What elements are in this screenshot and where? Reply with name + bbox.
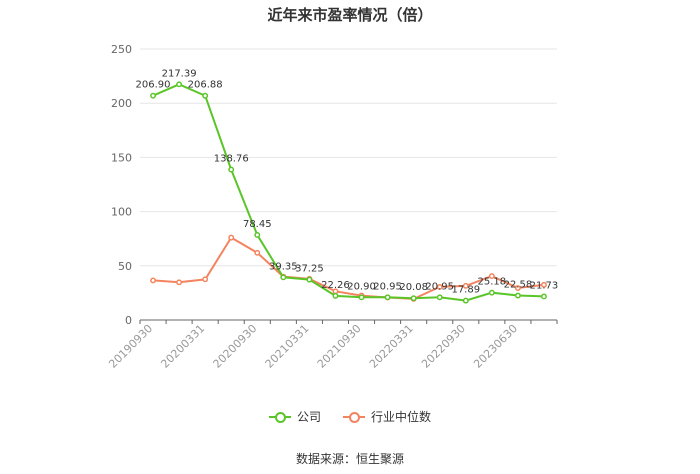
company-data-point	[228, 166, 235, 173]
company-data-label: 20.08	[399, 282, 428, 293]
company-data-label: 78.45	[243, 219, 272, 230]
chart-title: 近年来市盈率情况（倍）	[267, 6, 433, 24]
industry-median-data-point	[228, 234, 235, 241]
company-data-label: 17.89	[451, 285, 480, 296]
industry-median-data-point	[436, 283, 443, 290]
x-tick-label: 20220930	[419, 322, 468, 371]
legend: 公司 行业中位数	[0, 408, 700, 425]
industry-median-data-point	[176, 279, 183, 286]
y-tick-label: 100	[111, 206, 132, 219]
company-data-label: 22.26	[321, 280, 350, 291]
industry-median-data-point	[202, 276, 209, 283]
x-tick-label: 20200331	[158, 322, 207, 371]
industry-median-data-point	[514, 285, 521, 291]
industry-median-series-line	[152, 236, 545, 300]
company-data-label: 206.88	[188, 80, 223, 91]
company-data-label: 20.95	[373, 281, 402, 292]
x-tick-label: 20210331	[263, 322, 312, 371]
company-data-point	[436, 294, 443, 301]
industry-median-data-point	[488, 273, 495, 280]
x-tick-label: 20210930	[315, 322, 364, 371]
company-data-point	[384, 294, 391, 301]
industry-median-data-point	[254, 249, 261, 256]
company-data-point	[541, 293, 547, 300]
legend-company-symbol	[268, 411, 291, 423]
y-tick-label: 0	[125, 314, 132, 327]
company-data-point	[410, 295, 417, 302]
legend-industry-label: 行业中位数	[371, 410, 432, 424]
company-data-point	[332, 292, 339, 299]
industry-median-data-point	[462, 282, 469, 289]
x-tick-label: 20190930	[106, 322, 155, 371]
y-tick-label: 50	[118, 260, 132, 273]
legend-item-company[interactable]: 公司	[268, 408, 321, 425]
company-data-label: 21.73	[530, 280, 559, 291]
industry-median-data-point	[150, 277, 156, 284]
data-source: 数据来源：恒生聚源	[295, 452, 404, 466]
industry-median-data-point	[541, 281, 547, 288]
legend-company-label: 公司	[296, 410, 321, 424]
x-tick-label: 20220331	[367, 322, 416, 371]
company-data-point	[306, 276, 313, 283]
company-data-label: 20.90	[347, 281, 376, 292]
company-series-line	[152, 83, 545, 302]
company-data-label: 39.35	[269, 261, 298, 272]
y-tick-label: 150	[111, 151, 132, 164]
company-data-point	[488, 289, 495, 296]
legend-industry-symbol	[343, 411, 365, 423]
company-data-label: 138.76	[214, 154, 249, 165]
company-data-label: 217.39	[162, 68, 197, 79]
company-data-point	[254, 232, 261, 238]
company-data-point	[514, 292, 521, 299]
company-data-point	[202, 92, 209, 99]
company-data-label: 22.58	[504, 280, 533, 291]
y-tick-label: 250	[111, 43, 132, 56]
company-data-label: 37.25	[295, 264, 324, 275]
x-tick-label: 20200930	[211, 322, 260, 371]
company-data-point	[176, 81, 183, 88]
company-data-label: 206.90	[136, 80, 171, 91]
company-data-point	[358, 294, 365, 301]
legend-item-industry-median[interactable]: 行业中位数	[343, 408, 431, 425]
company-data-point	[280, 274, 287, 281]
y-tick-label: 200	[111, 97, 132, 110]
company-data-point	[462, 297, 469, 304]
company-data-label: 25.18	[478, 277, 507, 288]
x-tick-label: 20230630	[471, 322, 520, 371]
company-data-label: 20.95	[425, 281, 454, 292]
company-data-point	[150, 92, 156, 99]
